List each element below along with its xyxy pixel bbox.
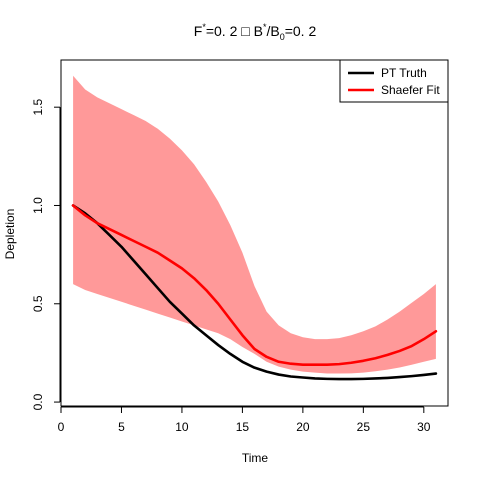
y-tick-label: 1.5 [31, 99, 45, 116]
x-axis: 0 5 10 15 20 25 30 [58, 406, 431, 434]
x-tick-label: 0 [58, 420, 65, 434]
legend-box [339, 59, 449, 103]
title-part: F [194, 23, 203, 39]
x-tick-label: 15 [236, 420, 250, 434]
y-tick-label: 0.5 [31, 295, 45, 312]
x-axis-label: Time [242, 451, 269, 465]
series-line-shaefer-fit [71, 204, 438, 367]
x-tick-label: 25 [357, 420, 371, 434]
x-tick-label: 30 [417, 420, 431, 434]
y-tick-label: 0.0 [31, 393, 45, 410]
x-tick-label: 20 [296, 420, 310, 434]
legend-label-pt-truth: PT Truth [381, 66, 427, 80]
y-axis: 0.0 0.5 1.0 1.5 [31, 99, 61, 410]
title-part: =0. 2 [285, 23, 317, 39]
series-layer [71, 204, 438, 381]
legend: PT Truth Shaefer Fit [339, 59, 449, 103]
y-tick-label: 1.0 [31, 197, 45, 214]
legend-label-shaefer-fit: Shaefer Fit [381, 83, 440, 97]
title-part: 0 [280, 32, 285, 42]
series-line-pt-truth [71, 204, 438, 381]
plot-frame [60, 59, 449, 407]
chart-title: F*=0. 2 □ B*/B0=0. 2 [194, 22, 317, 42]
title-part: * [263, 22, 267, 32]
title-part: =0. 2 □ B [206, 23, 263, 39]
shaefer-fit-confidence-band [73, 75, 436, 374]
x-tick-label: 10 [175, 420, 189, 434]
x-tick-label: 5 [118, 420, 125, 434]
title-part: * [202, 22, 206, 32]
confidence-band-layer [73, 75, 436, 374]
y-axis-label: Depletion [3, 209, 17, 260]
title-part: /B [266, 23, 279, 39]
